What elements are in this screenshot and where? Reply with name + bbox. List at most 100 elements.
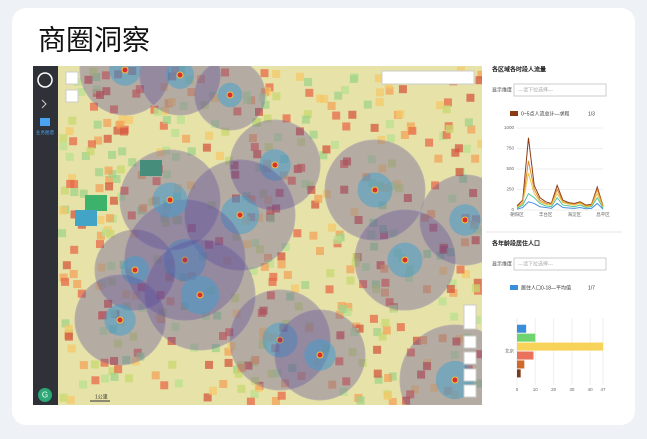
map-cell xyxy=(395,184,404,193)
map-cell xyxy=(102,228,111,237)
map-cell xyxy=(438,334,447,343)
map-cell xyxy=(467,125,476,134)
map-cell xyxy=(475,350,482,359)
map-cell xyxy=(448,279,457,288)
locate-button[interactable] xyxy=(463,335,477,349)
map-cell xyxy=(461,270,470,279)
map-cell xyxy=(356,396,365,405)
map-cell xyxy=(171,128,180,137)
map-cell xyxy=(343,307,352,316)
map-cell xyxy=(475,76,482,85)
avatar-letter: G xyxy=(42,391,48,400)
map-cell xyxy=(187,224,196,233)
legend-swatch xyxy=(510,111,518,116)
map-cell xyxy=(161,218,170,227)
map-cell xyxy=(406,390,415,399)
chart-icon[interactable] xyxy=(40,118,50,126)
map-cell xyxy=(156,148,165,157)
map-cell xyxy=(266,206,275,215)
layers-button[interactable] xyxy=(463,351,477,365)
map-cell xyxy=(460,238,469,247)
legend-pager: 1/7 xyxy=(588,285,595,291)
map-cell xyxy=(303,110,312,119)
map-cell xyxy=(459,174,468,183)
map-cell xyxy=(187,147,196,156)
map-cell xyxy=(319,151,328,160)
map-cell xyxy=(127,211,136,220)
map-cell xyxy=(158,308,167,317)
map-cell xyxy=(301,115,310,124)
map-cell xyxy=(232,309,241,318)
map-cell xyxy=(171,322,180,331)
map-cell xyxy=(105,182,114,191)
map-cell xyxy=(269,272,278,281)
map-cell xyxy=(326,269,335,278)
map-cell xyxy=(377,135,386,144)
map[interactable] xyxy=(58,25,510,434)
map-cell xyxy=(265,259,274,268)
zoom-control[interactable] xyxy=(463,304,477,330)
map-cell xyxy=(381,288,390,297)
map-cell xyxy=(301,179,310,188)
avatar[interactable] xyxy=(38,388,52,402)
map-cell xyxy=(59,206,68,215)
map-cell xyxy=(99,311,108,320)
map-cell xyxy=(265,83,274,92)
y-tick-label: 北京 xyxy=(505,348,514,355)
map-cell xyxy=(160,214,169,223)
map-cell xyxy=(232,232,241,241)
store-point xyxy=(131,266,139,274)
map-cell xyxy=(211,344,220,353)
map-cell xyxy=(165,273,174,282)
draw-button[interactable] xyxy=(463,368,477,382)
map-cell xyxy=(381,278,390,287)
map-cell xyxy=(343,157,352,166)
map-cell xyxy=(355,324,364,333)
map-cell xyxy=(259,189,268,198)
map-cell xyxy=(182,134,191,143)
map-cell xyxy=(59,142,68,151)
map-cell xyxy=(443,98,452,107)
layer-button[interactable] xyxy=(65,89,79,103)
dimension-select[interactable] xyxy=(513,83,607,97)
map-cell xyxy=(225,328,234,337)
map-cell xyxy=(91,376,100,385)
map-cell xyxy=(286,292,295,301)
park xyxy=(85,195,107,211)
logo[interactable] xyxy=(37,72,53,88)
sidebar-label[interactable]: 业务图谱 xyxy=(36,129,54,136)
map-cell xyxy=(153,107,162,116)
map-cell xyxy=(277,391,286,400)
map-cell xyxy=(93,120,102,129)
map-cell xyxy=(70,188,79,197)
map-cell xyxy=(273,369,282,378)
map-cell xyxy=(304,324,313,333)
store-point xyxy=(181,256,189,264)
map-cell xyxy=(412,336,421,345)
map-cell xyxy=(260,88,269,97)
expand-icon[interactable] xyxy=(41,99,47,109)
map-cell xyxy=(264,196,273,205)
search-button[interactable] xyxy=(65,71,79,85)
map-cell xyxy=(89,67,98,76)
map-cell xyxy=(367,155,376,164)
dimension-select[interactable] xyxy=(513,257,607,271)
map-cell xyxy=(227,341,236,350)
legend-label: 居住人口0-18—平均值 xyxy=(521,284,571,291)
store-point xyxy=(451,376,459,384)
map-cell xyxy=(110,357,119,366)
map-cell xyxy=(384,374,393,383)
map-cell xyxy=(260,262,269,271)
map-cell xyxy=(68,174,77,183)
map-cell xyxy=(456,265,465,274)
fullscreen-button[interactable] xyxy=(463,384,477,398)
map-cell xyxy=(125,116,134,125)
map-cell xyxy=(90,360,99,369)
map-cell xyxy=(378,332,387,341)
map-cell xyxy=(117,192,126,201)
map-cell xyxy=(162,170,171,179)
map-cell xyxy=(70,245,79,254)
map-cell xyxy=(258,93,267,102)
bar xyxy=(517,324,527,333)
map-toolbar[interactable] xyxy=(381,70,475,85)
